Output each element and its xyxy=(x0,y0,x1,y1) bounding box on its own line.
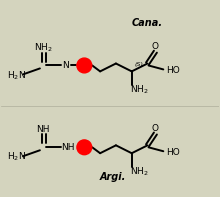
Text: HO: HO xyxy=(166,66,180,75)
Text: O: O xyxy=(152,124,159,133)
Text: NH$_2$: NH$_2$ xyxy=(130,166,149,178)
Text: H$_2$N: H$_2$N xyxy=(7,151,26,163)
Text: O: O xyxy=(81,61,88,70)
Text: NH$_2$: NH$_2$ xyxy=(33,42,52,54)
Text: HO: HO xyxy=(166,148,180,157)
Text: Argi.: Argi. xyxy=(100,172,126,182)
Text: NH$_2$: NH$_2$ xyxy=(130,84,149,96)
Text: H$_2$N: H$_2$N xyxy=(7,69,26,82)
Circle shape xyxy=(77,140,92,155)
Text: NH: NH xyxy=(36,125,50,134)
Text: N: N xyxy=(62,61,69,70)
Text: O: O xyxy=(152,42,159,51)
Text: Cana.: Cana. xyxy=(132,18,163,28)
Text: NH: NH xyxy=(61,143,74,152)
Circle shape xyxy=(77,58,92,73)
Text: (S): (S) xyxy=(135,62,144,67)
